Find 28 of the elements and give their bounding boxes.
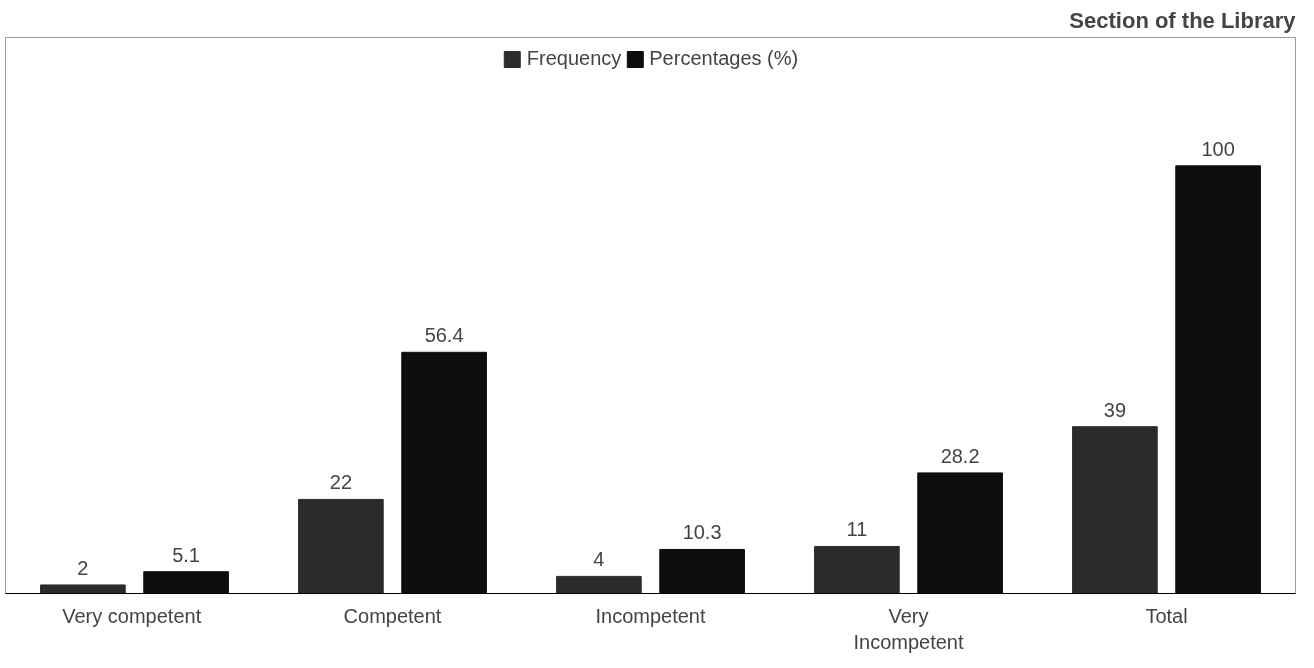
x-tick-label: Total — [1145, 604, 1188, 627]
data-label: 100 — [1201, 137, 1235, 160]
data-label: 28.2 — [940, 444, 980, 467]
bar — [556, 575, 642, 594]
data-label: 39 — [1103, 398, 1127, 421]
chart-title: Section of the Library — [1069, 7, 1297, 33]
data-label: 10.3 — [682, 521, 722, 544]
bar — [1072, 426, 1158, 594]
x-tick-label: Very Incompetent — [853, 604, 964, 653]
legend-label: Frequency — [526, 47, 622, 70]
bar — [298, 498, 384, 594]
bar — [814, 545, 900, 594]
data-label: 5.1 — [172, 543, 201, 566]
bar — [401, 351, 487, 594]
x-tick-label: Incompetent — [595, 604, 706, 627]
bar — [40, 584, 126, 594]
bar — [143, 571, 229, 594]
bar — [1175, 165, 1261, 594]
data-label: 22 — [329, 471, 353, 494]
data-label: 56.4 — [424, 324, 464, 347]
data-label: 11 — [846, 518, 868, 541]
bar — [917, 472, 1003, 594]
x-tick-label: Very competent — [62, 604, 202, 627]
bar — [659, 548, 745, 594]
data-label: 2 — [77, 556, 89, 579]
legend-label: Percentages (%) — [649, 47, 799, 70]
x-tick-label: Competent — [343, 604, 442, 627]
data-label: 4 — [593, 548, 605, 571]
